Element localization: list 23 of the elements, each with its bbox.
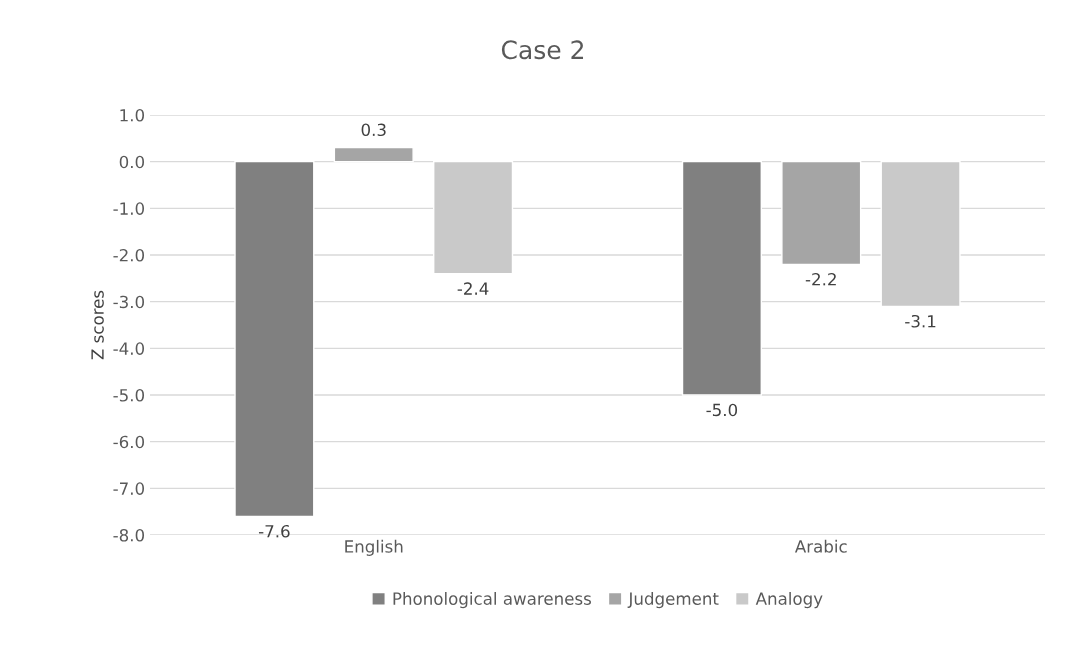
y-tick-label: 1.0 [120, 108, 145, 122]
legend-label: Phonological awareness [393, 592, 591, 609]
y-tick-label: -4.0 [113, 342, 145, 355]
y-axis-title: Z scores [91, 290, 104, 360]
y-tick-label: -2.0 [113, 248, 145, 262]
y-tick-label: -8.0 [113, 528, 145, 542]
data-label: -2.4 [457, 282, 489, 295]
data-label: -7.6 [258, 524, 290, 538]
data-label: -3.1 [905, 314, 936, 328]
x-tick-label: Arabic [794, 539, 847, 553]
y-tick-label: -7.0 [113, 482, 145, 495]
legend-label: Analogy [755, 592, 823, 609]
data-label: -5.0 [706, 403, 738, 417]
data-label: 0.3 [361, 123, 386, 137]
x-tick-label: English [345, 539, 403, 556]
y-tick-label: -1.0 [113, 202, 145, 215]
y-tick-label: -3.0 [113, 295, 145, 309]
y-tick-label: 0.0 [119, 155, 145, 169]
data-label: -2.2 [805, 272, 836, 286]
legend-label: Judgement [627, 592, 719, 609]
chart-title: Case 2 [501, 40, 584, 60]
y-tick-label: -5.0 [113, 388, 145, 402]
y-tick-label: -6.0 [113, 435, 145, 449]
